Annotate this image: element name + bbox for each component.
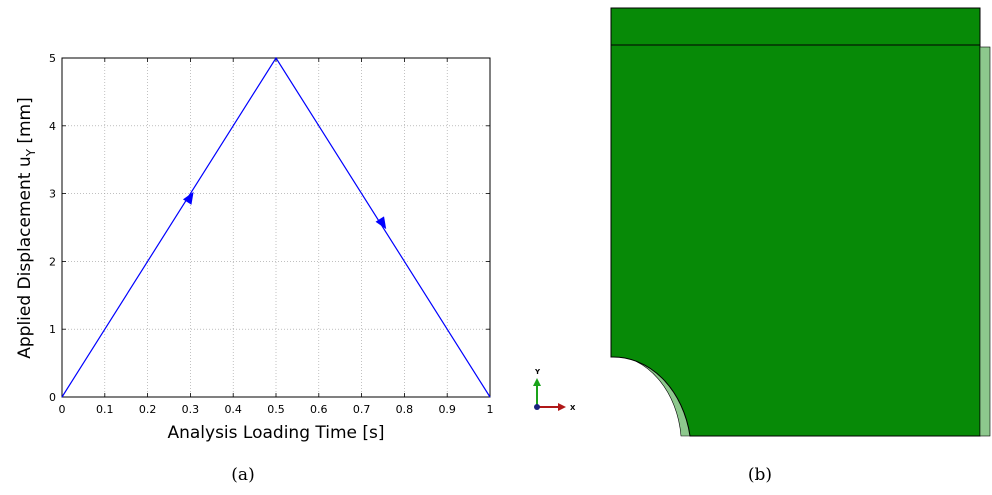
direction-arrow — [375, 216, 387, 230]
x-tick-label: 0.4 — [224, 403, 242, 416]
axis-triad: Y X — [533, 368, 576, 412]
x-tick-label: 0.5 — [267, 403, 285, 416]
y-axis-label-sub: Y — [24, 148, 38, 157]
top-loading-strip — [610, 7, 981, 46]
series-group — [61, 56, 491, 398]
right-edge-strip — [979, 46, 991, 437]
y-tick-label: 4 — [49, 120, 56, 133]
x-ticks: 0 0.1 0.2 0.3 0.4 0.5 0.6 0.7 0.8 0.9 1 — [59, 58, 494, 416]
direction-arrows — [182, 191, 387, 230]
x-tick-label: 0.3 — [182, 403, 200, 416]
displacement-chart: 0 0.1 0.2 0.3 0.4 0.5 0.6 0.7 0.8 0.9 1 0 1 2 3 4 5 Ana… — [15, 52, 494, 485]
triad-x-arrowhead — [558, 403, 566, 411]
x-tick-label: 0.8 — [396, 403, 414, 416]
x-tick-label: 0.1 — [96, 403, 114, 416]
caption-a: (a) — [231, 465, 254, 485]
x-tick-label: 0.6 — [310, 403, 328, 416]
x-tick-label: 0 — [59, 403, 66, 416]
plate-body — [610, 44, 981, 437]
y-tick-label: 2 — [49, 255, 56, 268]
direction-arrow — [182, 191, 194, 205]
caption-b: (b) — [748, 465, 772, 485]
y-tick-label: 0 — [49, 391, 56, 404]
x-tick-label: 0.2 — [139, 403, 157, 416]
x-tick-label: 1 — [487, 403, 494, 416]
triad-x-label: X — [570, 404, 576, 412]
grid-lines — [62, 58, 490, 397]
triad-y-label: Y — [534, 368, 541, 376]
y-tick-label: 1 — [49, 323, 56, 336]
y-ticks: 0 1 2 3 4 5 — [49, 52, 490, 404]
x-tick-label: 0.7 — [353, 403, 371, 416]
series-line — [61, 56, 491, 398]
y-axis-label: Applied Displacement uY [mm] — [15, 97, 38, 359]
triad-origin — [534, 404, 540, 410]
y-axis-label-unit: [mm] — [15, 97, 35, 149]
y-axis-label-main: Applied Displacement u — [15, 156, 35, 358]
y-tick-label: 3 — [49, 188, 56, 201]
y-tick-label: 5 — [49, 52, 56, 65]
x-tick-label: 0.9 — [438, 403, 456, 416]
x-axis-label: Analysis Loading Time [s] — [167, 423, 384, 443]
plate-model-view: Y X (b) — [533, 7, 991, 485]
triad-y-arrowhead — [533, 378, 541, 386]
